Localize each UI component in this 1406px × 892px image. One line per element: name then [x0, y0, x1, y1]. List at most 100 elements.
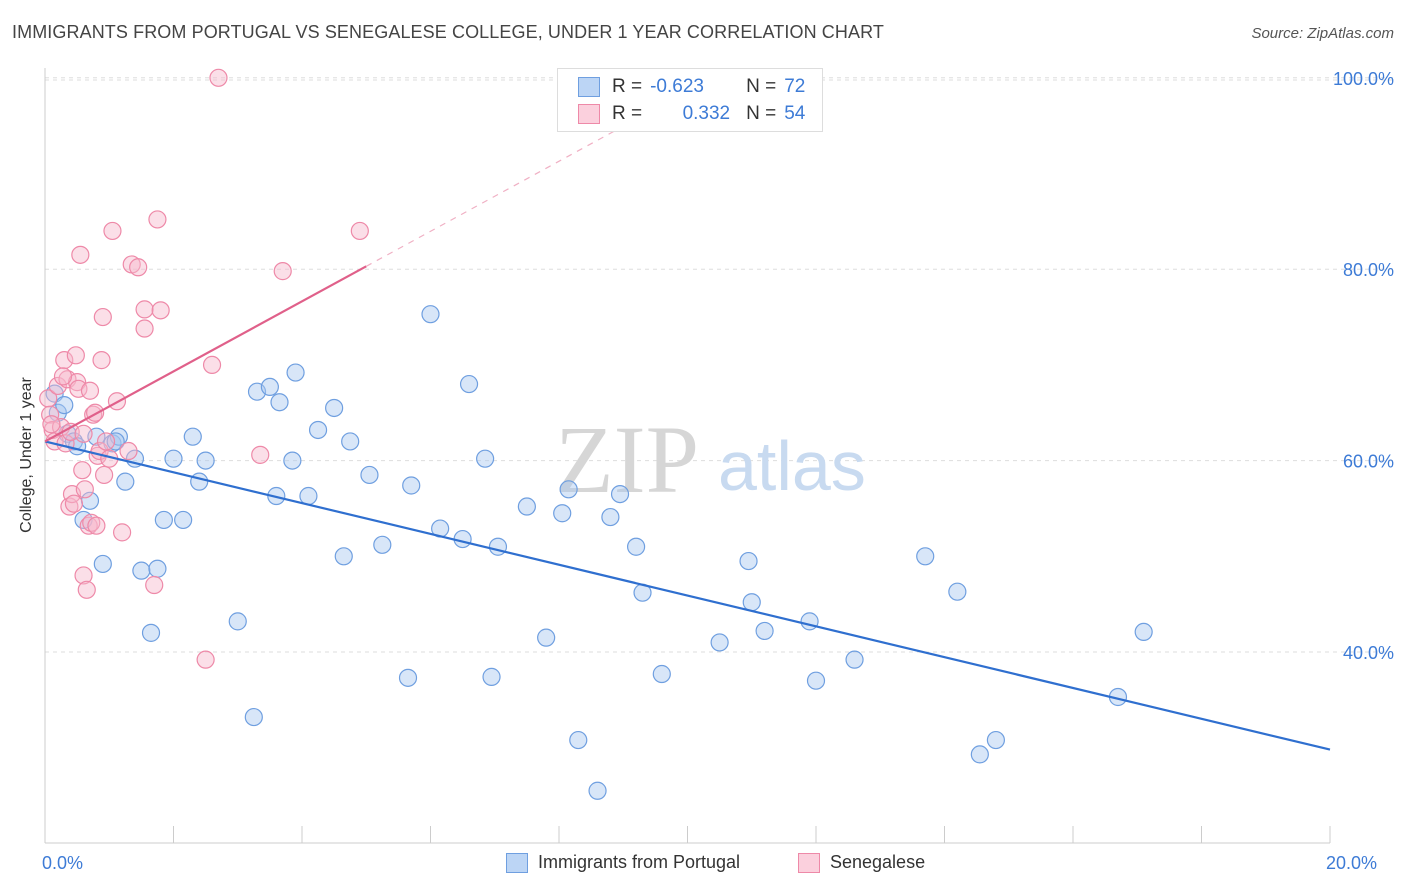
point-portugal	[116, 472, 135, 491]
x-tick-label-min: 0.0%	[42, 853, 84, 873]
point-portugal	[537, 628, 556, 647]
y-tick-label: 60.0%	[1343, 452, 1394, 472]
grid-lines	[45, 77, 1394, 653]
legend-label-portugal: Immigrants from Portugal	[538, 852, 741, 872]
trend-line-senegalese	[44, 265, 367, 443]
point-portugal	[283, 451, 302, 470]
point-portugal	[308, 420, 328, 440]
point-senegalese	[151, 301, 170, 320]
point-portugal	[228, 612, 247, 631]
point-senegalese	[148, 210, 167, 229]
legend-n-value: 54	[784, 103, 806, 124]
point-portugal	[286, 363, 305, 382]
point-portugal	[970, 745, 989, 764]
point-portugal	[601, 507, 620, 527]
source-label: Source: ZipAtlas.com	[1251, 25, 1394, 42]
point-portugal	[588, 781, 607, 800]
legend-r-label: R =	[612, 76, 643, 97]
point-portugal	[626, 537, 646, 556]
point-senegalese	[251, 445, 270, 464]
point-portugal	[270, 393, 289, 412]
chart-title: IMMIGRANTS FROM PORTUGAL VS SENEGALESE C…	[12, 22, 884, 42]
point-portugal	[739, 551, 758, 571]
point-senegalese	[55, 351, 74, 370]
point-portugal	[132, 561, 151, 580]
point-senegalese	[350, 221, 369, 241]
point-portugal	[517, 497, 536, 516]
point-portugal	[299, 486, 318, 506]
point-senegalese	[119, 441, 138, 461]
x-tick-label-max: 20.0%	[1326, 853, 1378, 873]
legend-row-portugal: R = -0.623 N = 72	[578, 75, 805, 99]
legend-swatch-pink	[798, 852, 820, 873]
point-portugal	[806, 671, 826, 690]
correlation-legend: R = -0.623 N = 72 R = 0.332 N = 54	[557, 68, 823, 132]
point-senegalese	[64, 494, 84, 513]
point-portugal	[559, 480, 578, 499]
legend-n-label: N =	[746, 103, 777, 124]
legend-r-value: -0.623	[650, 76, 704, 97]
point-portugal	[476, 449, 495, 468]
point-portugal	[482, 667, 501, 686]
point-senegalese	[48, 376, 67, 396]
point-portugal	[141, 623, 161, 642]
point-senegalese	[196, 650, 215, 669]
point-senegalese	[82, 513, 101, 532]
point-portugal	[553, 504, 572, 523]
point-portugal	[916, 547, 935, 566]
point-portugal	[755, 621, 774, 641]
watermark-zip: ZIP	[555, 406, 699, 513]
point-senegalese	[202, 355, 222, 374]
legend-n-value: 72	[784, 76, 806, 97]
y-tick-labels: 40.0% 60.0% 80.0% 100.0%	[1333, 69, 1394, 663]
point-senegalese	[71, 245, 90, 264]
legend-swatch-pink	[578, 104, 600, 124]
y-tick-label: 100.0%	[1333, 69, 1394, 89]
point-portugal	[610, 484, 630, 504]
point-senegalese	[79, 516, 98, 535]
point-senegalese	[135, 319, 154, 338]
point-senegalese	[135, 300, 154, 319]
y-axis-label: College, Under 1 year	[18, 377, 35, 533]
point-senegalese	[77, 580, 96, 599]
point-portugal	[325, 398, 344, 418]
point-portugal	[190, 472, 209, 491]
axes	[44, 68, 1331, 844]
point-senegalese	[129, 258, 148, 277]
point-portugal	[845, 650, 864, 669]
point-portugal	[948, 582, 967, 601]
point-senegalese	[73, 461, 92, 480]
watermark: ZIP atlas	[555, 406, 866, 513]
y-tick-label: 80.0%	[1343, 260, 1394, 280]
point-portugal	[488, 537, 508, 556]
point-senegalese	[74, 424, 93, 443]
legend-item-portugal: Immigrants from Portugal	[506, 852, 740, 873]
point-portugal	[459, 374, 479, 394]
legend-swatch-blue	[578, 77, 600, 97]
point-portugal	[652, 664, 671, 684]
point-senegalese	[96, 432, 116, 451]
point-portugal	[334, 547, 353, 566]
point-senegalese	[86, 403, 105, 422]
legend-row-senegalese: R = 0.332 N = 54	[578, 102, 805, 126]
point-senegalese	[75, 480, 94, 499]
legend-label-senegalese: Senegalese	[830, 852, 926, 872]
legend-item-senegalese: Senegalese	[798, 852, 925, 873]
point-portugal	[398, 668, 418, 687]
point-portugal	[402, 476, 421, 495]
point-portugal	[174, 510, 193, 530]
point-senegalese	[80, 381, 100, 400]
point-portugal	[569, 730, 588, 750]
legend-r-label: R =	[612, 103, 643, 124]
point-senegalese	[112, 523, 132, 542]
point-portugal	[154, 510, 173, 530]
point-senegalese	[209, 68, 228, 87]
point-portugal	[148, 559, 167, 578]
y-tick-label: 40.0%	[1343, 643, 1394, 663]
point-portugal	[93, 554, 112, 574]
point-portugal	[164, 449, 183, 468]
watermark-atlas: atlas	[718, 427, 866, 505]
point-portugal	[360, 465, 379, 485]
point-senegalese	[74, 566, 93, 585]
